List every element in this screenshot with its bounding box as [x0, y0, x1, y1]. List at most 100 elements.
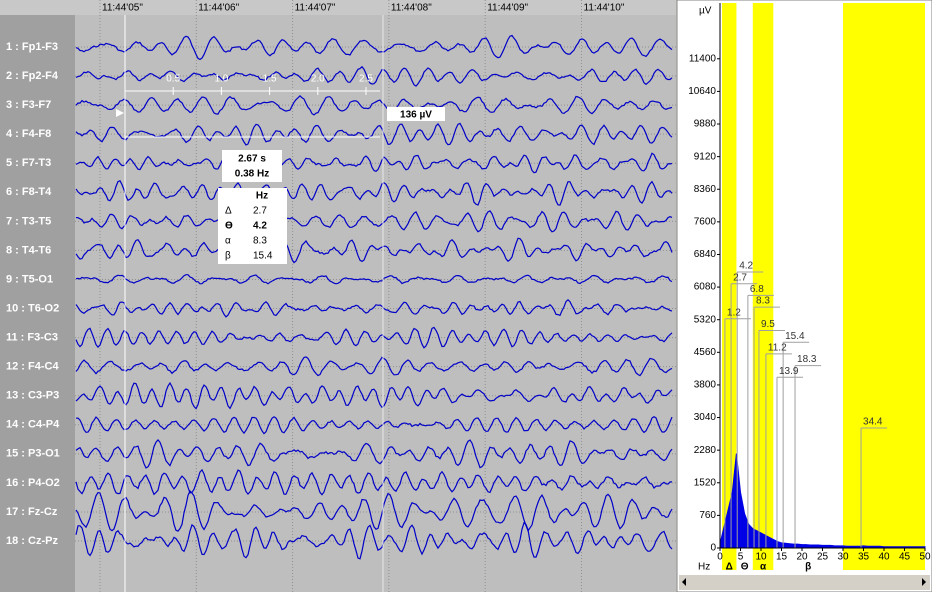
ruler-label: 1.5	[263, 74, 277, 85]
band-symbol: β	[225, 251, 231, 262]
band-frequency: 4.2	[253, 221, 267, 232]
peak-label: 18.3	[797, 354, 817, 365]
channel-label: 11 : F3-C3	[6, 332, 58, 344]
y-tick-label: 1520	[694, 477, 717, 488]
y-tick-label: 3800	[694, 380, 717, 391]
ruler-label: 1.0	[214, 74, 228, 85]
peak-label: 6.8	[750, 284, 764, 295]
y-tick-label: 9120	[694, 151, 717, 162]
amplitude-label: 136 µV	[400, 110, 432, 121]
spectrum: µV Hz 0760152022803040380045605320608068…	[679, 3, 931, 590]
y-tick-label: 6080	[694, 282, 717, 293]
peak-label: 8.3	[756, 296, 770, 307]
peak-label: 11.2	[768, 343, 787, 354]
y-tick-label: 4560	[694, 347, 717, 358]
y-tick-label: 6840	[694, 249, 717, 260]
y-tick-label: 0	[710, 543, 716, 554]
channel-label: 16 : P4-O2	[6, 477, 60, 489]
channel-label: 7 : T3-T5	[6, 215, 51, 227]
eeg-trace	[75, 468, 673, 496]
y-tick-label: 9880	[694, 119, 717, 130]
spectrum-area	[719, 453, 926, 549]
x-tick-label: 20	[796, 552, 808, 563]
eeg-trace	[75, 180, 673, 206]
ruler-label: 2.5	[359, 74, 373, 85]
channel-label: 12 : F4-C4	[6, 361, 59, 373]
channel-label: 6 : F8-T4	[6, 186, 52, 198]
peak-label: 34.4	[863, 417, 883, 428]
duration: 2.67 s	[238, 154, 266, 165]
band-frequency: 8.3	[253, 236, 267, 247]
eeg-trace	[75, 326, 673, 349]
eeg-trace	[75, 415, 673, 435]
eeg-trace	[75, 356, 673, 377]
channel-label: 14 : C4-P4	[6, 419, 60, 431]
x-tick-label: 15	[776, 552, 788, 563]
eeg-trace	[75, 34, 673, 61]
time-label: 11:44'05"	[102, 3, 143, 14]
eeg-trace	[75, 122, 673, 146]
y-tick-label: 3040	[694, 412, 717, 423]
time-label: 11:44'07"	[295, 3, 336, 14]
channel-label: 4 : F4-F8	[6, 128, 51, 140]
measure-overlay: 136 µV 2.67 s 0.38 Hz Hz 0.5 1.0 1.5 2.0 2.5…	[116, 15, 445, 592]
peak-label: 13.9	[779, 366, 799, 377]
band-table	[218, 188, 287, 264]
ruler-label: 0.5	[166, 74, 180, 85]
band-frequency: 15.4	[253, 251, 273, 262]
x-axis-label: Hz	[698, 562, 710, 573]
time-label: 11:44'10"	[584, 3, 625, 14]
x-tick-label: 40	[878, 552, 890, 563]
channel-label: 8 : T4-T6	[6, 244, 51, 256]
x-tick-label: 45	[899, 552, 911, 563]
time-label: 11:44'06"	[198, 3, 239, 14]
y-tick-label: 10640	[688, 86, 716, 97]
eeg-traces: 11:44'05" 11:44'06" 11:44'07" 11:44'08" 11:4…	[6, 0, 676, 592]
eeg-trace	[75, 237, 673, 264]
eeg-trace	[75, 274, 673, 285]
time-label: 11:44'08"	[391, 3, 432, 14]
scrollbar[interactable]	[679, 575, 930, 590]
y-tick-label: 5320	[694, 314, 717, 325]
x-tick-label: 50	[919, 552, 931, 563]
band-symbol: α	[225, 236, 231, 247]
channel-label: 3 : F3-F7	[6, 99, 51, 111]
eeg-trace	[75, 94, 673, 116]
band-highlight	[843, 3, 925, 570]
y-tick-label: 8360	[694, 184, 717, 195]
x-tick-label: 35	[858, 552, 870, 563]
y-tick-label: 7600	[694, 216, 717, 227]
channel-label: 17 : Fz-Cz	[6, 506, 58, 518]
x-tick-label: 10	[755, 552, 767, 563]
band-label: β	[805, 562, 811, 573]
cursor-box	[222, 150, 282, 182]
peak-label: 1.2	[727, 307, 741, 318]
marker	[116, 109, 124, 117]
channel-label: 13 : C3-P3	[6, 390, 59, 402]
frequency: 0.38 Hz	[235, 169, 269, 180]
band-label: Θ	[741, 562, 749, 573]
channel-label: 9 : T5-O1	[6, 273, 53, 285]
eeg-trace	[75, 381, 673, 410]
channel-label: 18 : Cz-Pz	[6, 535, 58, 547]
channel-label: 1 : Fp1-F3	[6, 41, 58, 53]
y-tick-label: 760	[699, 510, 716, 521]
x-tick-label: 0	[717, 552, 723, 563]
eeg-trace	[75, 489, 673, 532]
eeg-trace	[75, 298, 673, 318]
peak-label: 9.5	[761, 319, 775, 330]
eeg-trace	[75, 65, 673, 87]
amplitude-box	[387, 107, 445, 121]
channel-label: 15 : P3-O1	[6, 448, 60, 460]
x-tick-label: 25	[817, 552, 829, 563]
peak-label: 2.7	[733, 272, 747, 283]
eeg-trace	[75, 521, 673, 560]
channel-label: 5 : F7-T3	[6, 157, 51, 169]
band-label: Δ	[726, 562, 733, 573]
band-highlight	[722, 3, 737, 570]
time-bar	[0, 0, 676, 15]
channel-label: 10 : T6-O2	[6, 302, 59, 314]
band-frequency: 2.7	[253, 206, 267, 217]
band-highlight	[752, 3, 774, 570]
